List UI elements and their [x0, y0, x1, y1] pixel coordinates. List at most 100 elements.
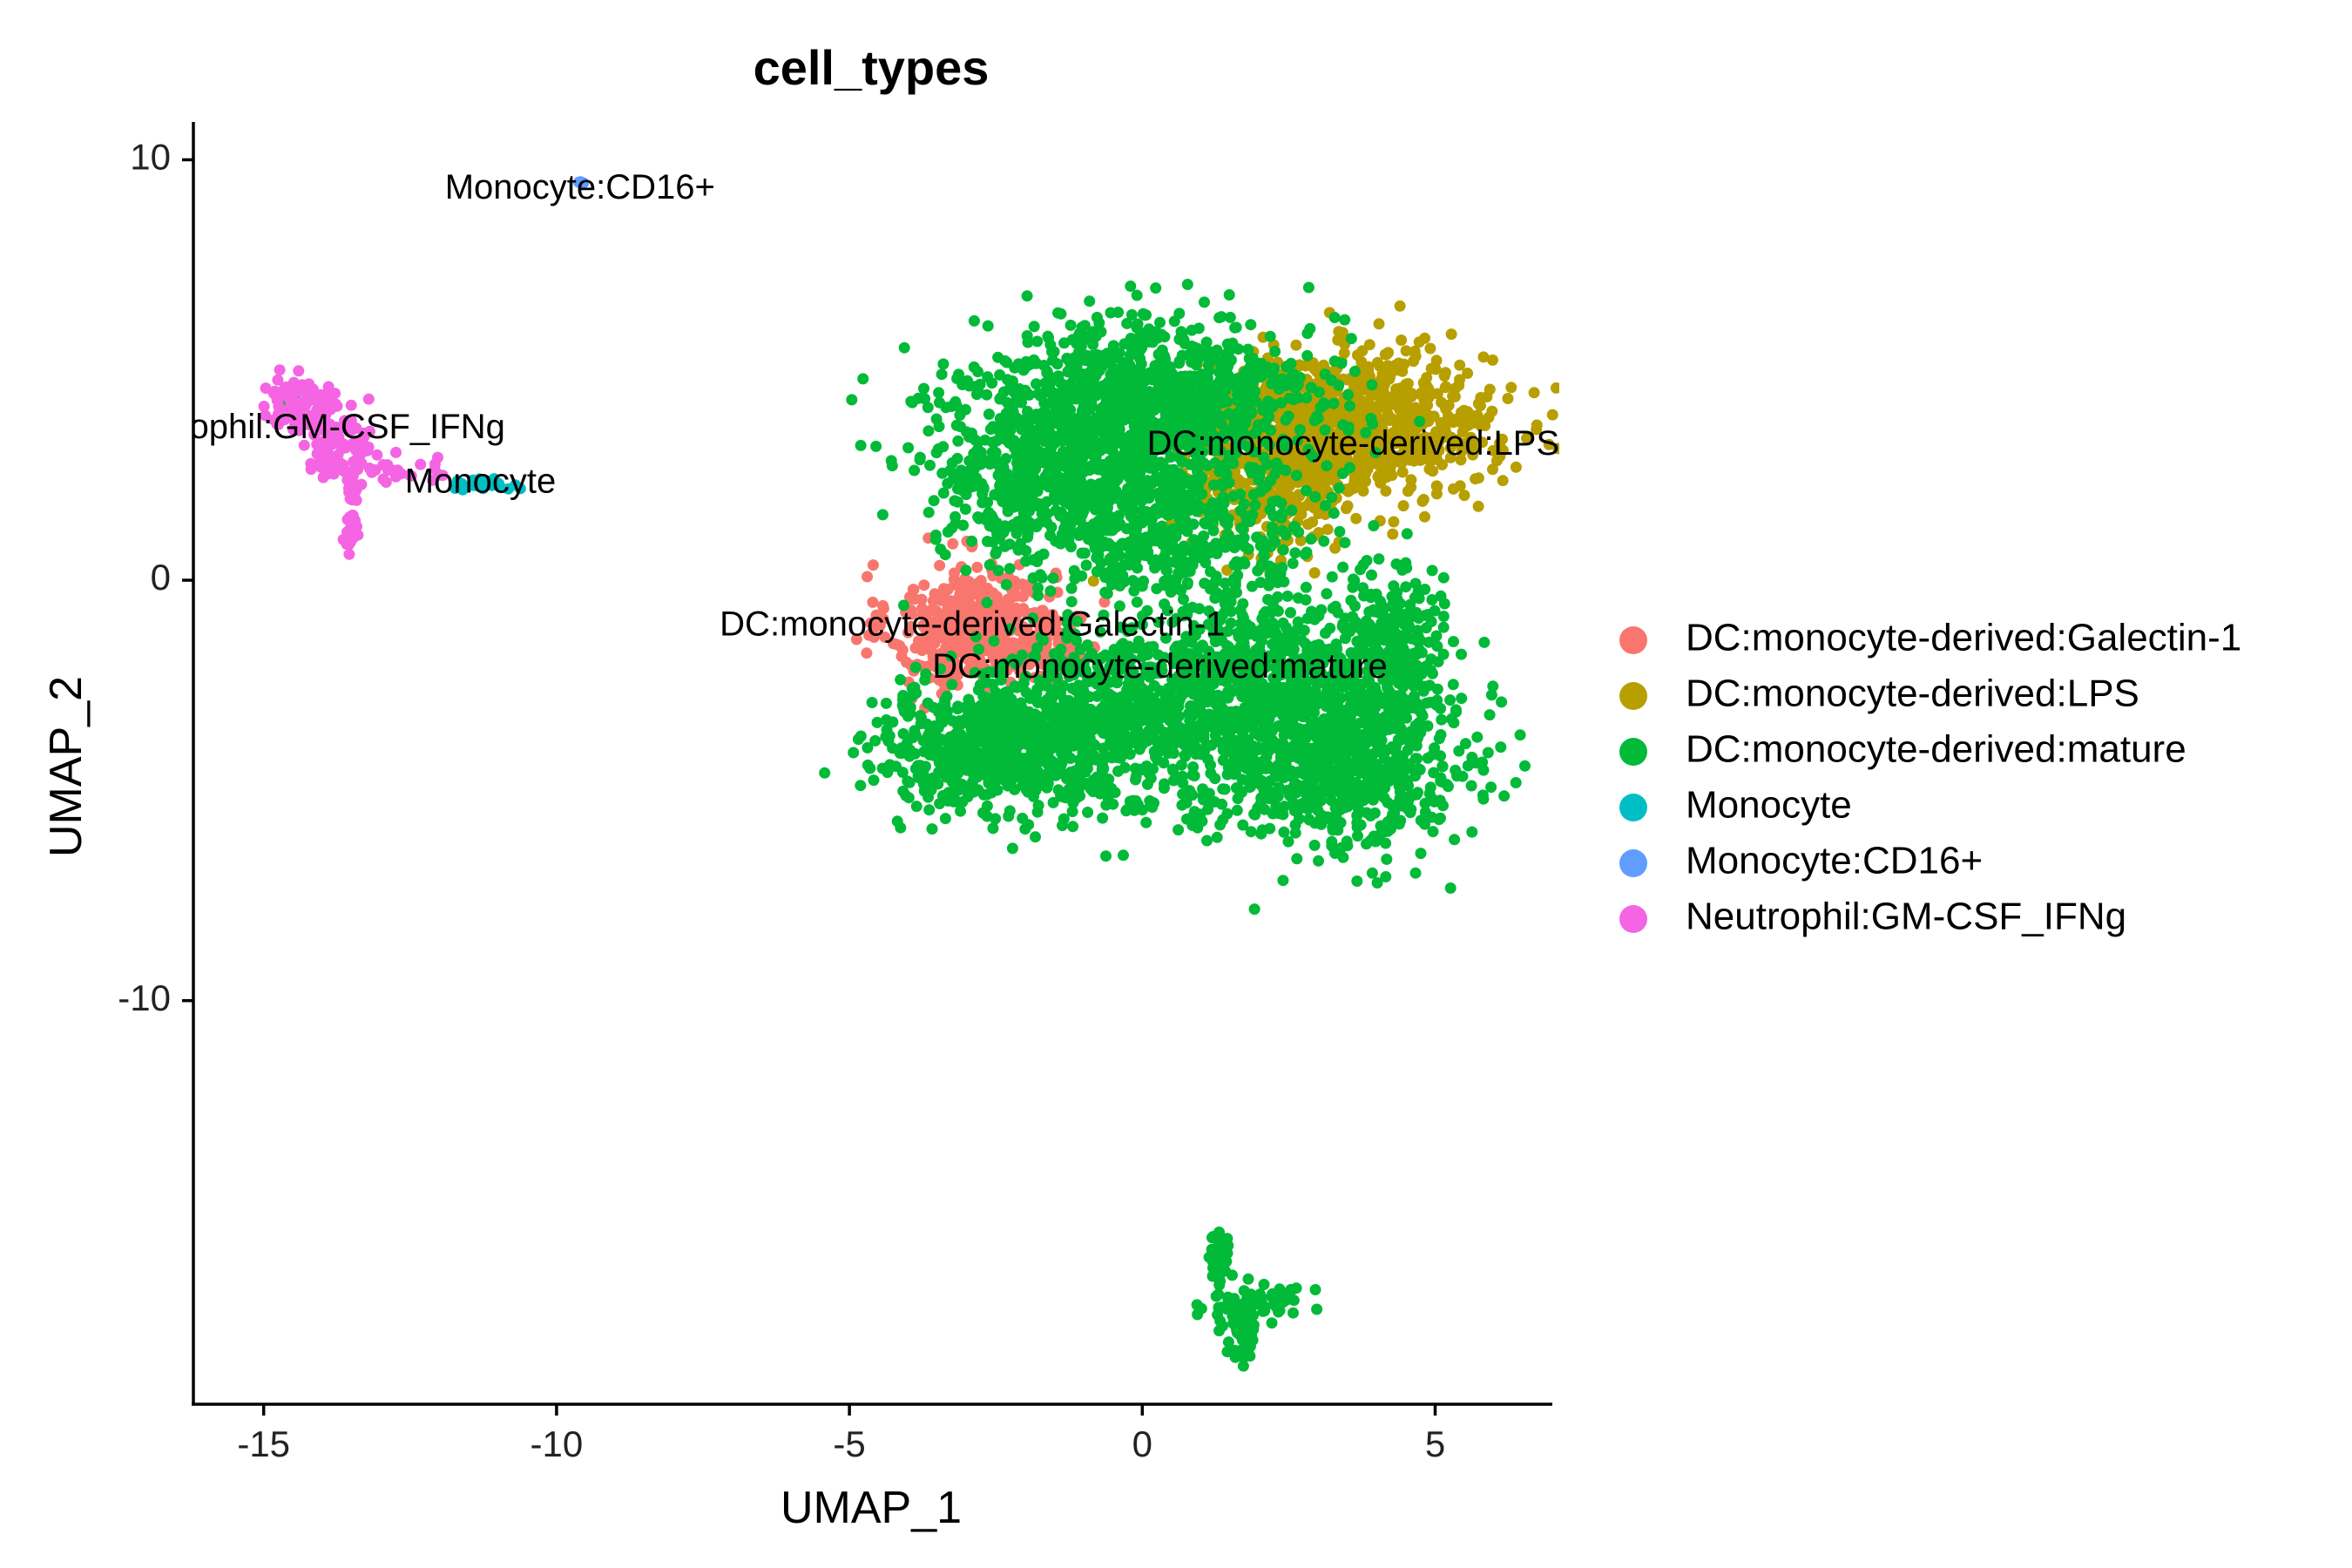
- data-point: [1312, 474, 1324, 486]
- data-point: [1173, 487, 1185, 498]
- data-point: [1396, 335, 1408, 346]
- data-point: [1158, 350, 1170, 362]
- data-point: [1085, 478, 1097, 490]
- data-point: [1083, 415, 1095, 427]
- data-point: [1273, 383, 1285, 395]
- data-point: [977, 807, 989, 819]
- data-point: [1154, 365, 1166, 377]
- data-point: [983, 506, 995, 518]
- data-point: [1075, 329, 1087, 341]
- data-point: [1127, 385, 1139, 397]
- data-point: [1164, 361, 1176, 373]
- data-point: [1034, 569, 1046, 581]
- data-point: [1199, 578, 1211, 590]
- data-point: [1093, 437, 1105, 449]
- data-point: [1017, 603, 1030, 615]
- data-point: [1073, 429, 1085, 441]
- data-point: [1080, 559, 1092, 571]
- data-point: [1344, 400, 1355, 412]
- data-point: [1135, 532, 1147, 544]
- data-point: [1001, 490, 1013, 502]
- data-point: [1125, 332, 1137, 344]
- data-point: [1148, 505, 1160, 517]
- data-point: [1267, 528, 1278, 540]
- data-point: [944, 614, 956, 626]
- data-point: [1328, 312, 1341, 323]
- data-point: [999, 417, 1011, 429]
- data-point: [951, 642, 963, 654]
- data-point: [990, 545, 1003, 558]
- data-point: [909, 464, 921, 476]
- data-point: [1011, 523, 1024, 535]
- data-point: [924, 459, 936, 471]
- data-point: [1295, 508, 1308, 520]
- data-point: [1028, 321, 1040, 333]
- data-point: [1021, 290, 1033, 302]
- data-point: [1207, 524, 1220, 537]
- data-point: [962, 791, 974, 803]
- data-point: [1380, 485, 1392, 497]
- data-point: [1543, 438, 1555, 450]
- data-point: [1178, 540, 1190, 552]
- data-point: [1396, 466, 1409, 478]
- data-point: [867, 559, 879, 571]
- data-point: [1057, 820, 1068, 832]
- data-point: [1366, 379, 1378, 391]
- data-point: [1022, 336, 1034, 348]
- data-point: [1076, 570, 1088, 582]
- data-point: [929, 637, 941, 649]
- data-point: [955, 421, 966, 433]
- data-point: [1144, 396, 1156, 409]
- data-point: [1243, 389, 1255, 402]
- data-point: [1484, 383, 1496, 395]
- data-point: [1017, 578, 1029, 591]
- data-point: [1450, 382, 1462, 395]
- data-point: [929, 588, 941, 600]
- data-point: [1211, 344, 1223, 356]
- data-point: [1125, 459, 1138, 471]
- data-point: [983, 409, 995, 420]
- data-point: [1105, 456, 1117, 468]
- data-point: [1004, 563, 1016, 575]
- data-point: [846, 394, 858, 406]
- data-point: [1095, 326, 1107, 338]
- data-point: [868, 774, 880, 787]
- data-point: [848, 747, 860, 759]
- data-point: [943, 787, 955, 799]
- data-point: [1214, 410, 1227, 422]
- data-point: [959, 756, 971, 768]
- data-point: [1200, 336, 1213, 348]
- data-point: [1430, 355, 1443, 367]
- data-point: [1064, 404, 1077, 416]
- data-point: [947, 537, 959, 550]
- data-point: [983, 612, 995, 624]
- data-point: [1178, 497, 1190, 510]
- data-point: [1379, 348, 1391, 361]
- data-point: [1150, 282, 1162, 294]
- data-point: [990, 813, 1002, 825]
- data-point: [1010, 612, 1022, 625]
- data-point: [906, 593, 918, 605]
- data-point: [1275, 397, 1288, 409]
- data-point: [1037, 618, 1050, 631]
- data-point: [923, 804, 936, 816]
- data-point: [1249, 499, 1261, 511]
- data-point: [1224, 311, 1236, 323]
- data-point: [1098, 568, 1111, 580]
- data-point: [871, 716, 883, 728]
- data-point: [1021, 389, 1033, 401]
- data-point: [1239, 541, 1251, 553]
- data-point: [891, 815, 903, 828]
- data-point: [1051, 405, 1064, 417]
- data-point: [1120, 413, 1132, 425]
- data-point: [1405, 474, 1417, 486]
- data-point: [1286, 504, 1298, 517]
- data-point: [1247, 509, 1259, 521]
- data-point: [1204, 387, 1216, 398]
- data-point: [966, 776, 978, 788]
- data-point: [1387, 528, 1399, 540]
- data-point: [1065, 442, 1078, 454]
- data-point: [1422, 399, 1434, 411]
- data-point: [901, 656, 912, 668]
- data-point: [1431, 388, 1443, 400]
